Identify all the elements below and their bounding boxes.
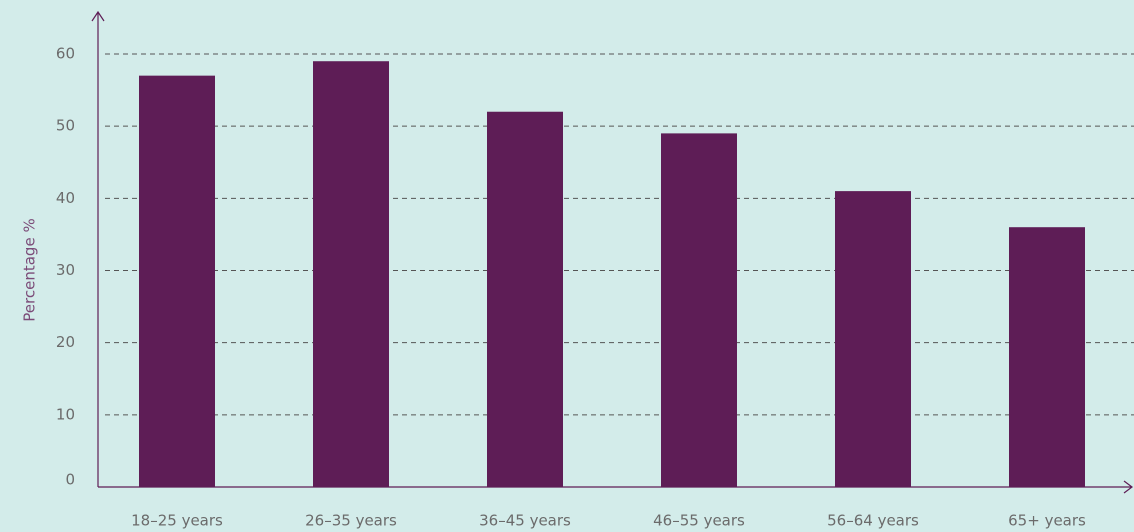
x-axis	[98, 480, 1133, 494]
x-tick-label: 46–55 years	[653, 512, 745, 530]
bar	[661, 133, 737, 487]
x-tick-label: 56–64 years	[827, 512, 919, 530]
x-tick-label: 26–35 years	[305, 512, 397, 530]
x-tick-label: 36–45 years	[479, 512, 571, 530]
bar	[835, 191, 911, 487]
x-tick-label: 65+ years	[1008, 512, 1086, 530]
y-tick-label: 10	[56, 405, 75, 423]
y-tick-label: 40	[56, 189, 75, 207]
y-axis	[91, 10, 105, 487]
y-tick-label: 60	[56, 45, 75, 63]
bar	[139, 75, 215, 488]
x-tick-label: 18–25 years	[131, 512, 223, 530]
bar	[1009, 227, 1085, 487]
bar	[487, 111, 563, 487]
y-axis-label: Percentage %	[21, 218, 39, 321]
y-tick-label: 0	[65, 471, 75, 489]
bar	[313, 61, 389, 487]
y-tick-label: 30	[56, 261, 75, 279]
y-tick-label: 50	[56, 117, 75, 135]
y-tick-label: 20	[56, 333, 75, 351]
